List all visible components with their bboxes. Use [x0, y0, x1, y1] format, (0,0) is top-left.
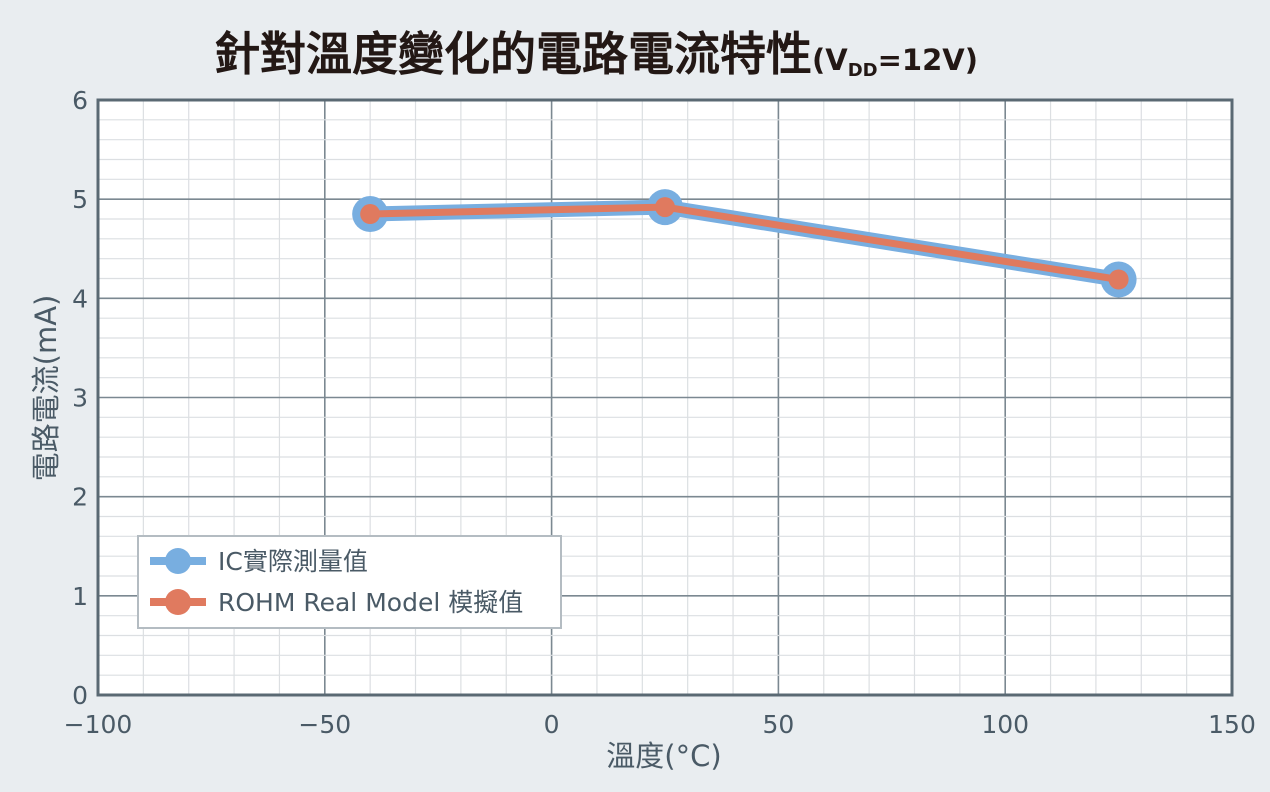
y-tick-label: 2 [72, 483, 88, 512]
x-tick-label: 50 [762, 710, 794, 739]
y-tick-label: 0 [72, 681, 88, 710]
y-tick-label: 6 [72, 86, 88, 115]
data-point-simulated [1108, 269, 1129, 290]
legend-box [137, 535, 562, 629]
legend-label-simulated: ROHM Real Model 模擬值 [218, 588, 523, 617]
y-tick-label: 1 [72, 582, 88, 611]
chart-title-suffix-open: (V [812, 43, 848, 77]
y-axis-label: 電路電流(mA) [29, 295, 63, 482]
data-point-simulated [655, 197, 675, 218]
chart-title-main: 針對溫度變化的電路電流特性 [214, 27, 812, 81]
x-axis-label: 溫度(°C) [606, 739, 721, 773]
legend-marker-simulated [165, 589, 191, 615]
legend: IC實際測量值 ROHM Real Model 模擬值 [137, 535, 562, 629]
x-tick-label: −50 [298, 710, 351, 739]
chart-title-suffix-subscript: DD [848, 60, 878, 81]
chart-title-suffix-close: =12V) [878, 43, 978, 77]
legend-label-measured: IC實際測量值 [218, 547, 368, 576]
y-tick-label: 3 [72, 384, 88, 413]
x-tick-label: 100 [981, 710, 1029, 739]
x-tick-label: 0 [544, 710, 560, 739]
data-point-simulated [360, 204, 381, 225]
x-tick-label: 150 [1208, 710, 1256, 739]
chart-title: 針對溫度變化的電路電流特性(VDD=12V) [214, 27, 978, 81]
plot-frame [96, 98, 1234, 697]
x-tick-label: −100 [64, 710, 133, 739]
legend-marker-measured [165, 548, 191, 574]
y-tick-label: 4 [72, 284, 88, 313]
series-layer [352, 189, 1137, 298]
tick-labels: −100 −50 0 50 100 150 0 1 2 3 4 5 6 [64, 86, 1256, 739]
y-tick-label: 5 [72, 185, 88, 214]
